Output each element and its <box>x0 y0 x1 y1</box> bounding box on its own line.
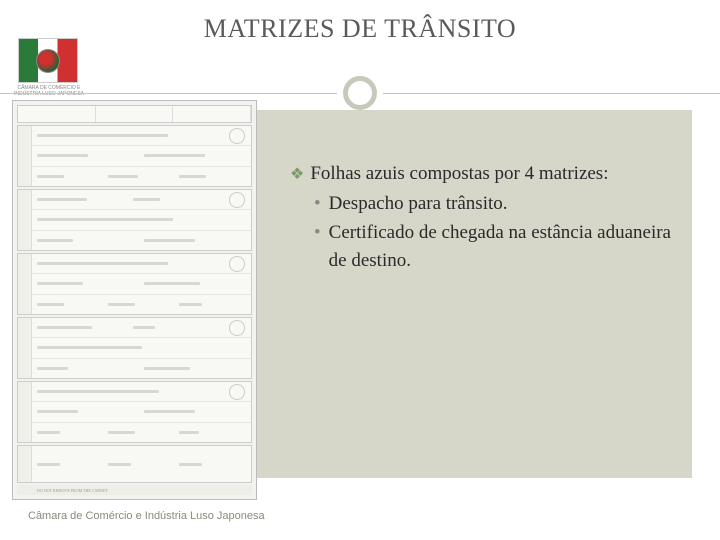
bullet-dot-icon: • <box>314 219 321 274</box>
content-text: ❖ Folhas azuis compostas por 4 matrizes:… <box>290 160 682 274</box>
sub-bullet-text: Despacho para trânsito. <box>329 190 508 218</box>
bullet-dot-icon: • <box>314 190 321 218</box>
footer-text: Câmara de Comércio e Indústria Luso Japo… <box>28 510 265 522</box>
divider-line-right <box>383 93 720 94</box>
slide: MATRIZES DE TRÂNSITO CÂMARA DE COMÉRCIO … <box>0 0 720 540</box>
sub-bullet: • Despacho para trânsito. <box>314 190 682 218</box>
main-bullet: ❖ Folhas azuis compostas por 4 matrizes: <box>290 160 682 188</box>
doc-section <box>17 125 252 187</box>
diamond-icon: ❖ <box>290 163 304 191</box>
sub-bullet-text: Certificado de chegada na estância aduan… <box>329 219 682 274</box>
doc-section <box>17 317 252 379</box>
divider-line-left <box>0 93 337 94</box>
doc-section <box>17 445 252 483</box>
document-preview: DO NOT REMOVE FROM THE CARNET <box>12 100 257 500</box>
doc-section <box>17 189 252 251</box>
doc-header <box>17 105 252 123</box>
page-title: MATRIZES DE TRÂNSITO <box>0 0 720 44</box>
logo-emblem <box>36 49 60 73</box>
sub-bullet: • Certificado de chegada na estância adu… <box>314 219 682 274</box>
doc-section <box>17 253 252 315</box>
doc-section <box>17 381 252 443</box>
divider-ring-icon <box>343 76 377 110</box>
main-bullet-text: Folhas azuis compostas por 4 matrizes: <box>310 160 608 188</box>
doc-footer-text: DO NOT REMOVE FROM THE CARNET <box>17 485 252 495</box>
